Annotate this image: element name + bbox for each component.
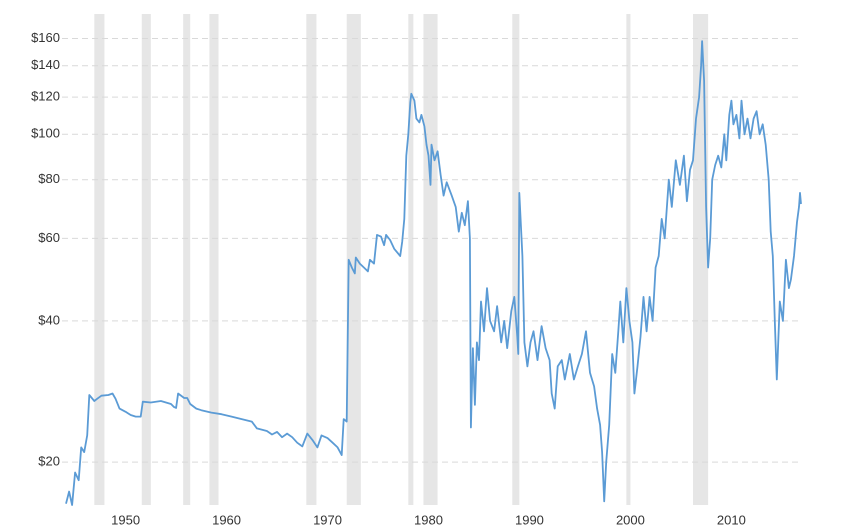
recession-band <box>209 14 219 505</box>
y-tick-label: $80 <box>38 171 60 186</box>
recession-band <box>423 14 438 505</box>
price-line <box>65 40 802 506</box>
x-tick-label: 1950 <box>111 512 140 527</box>
y-tick-label: $160 <box>31 30 60 45</box>
y-tick-label: $20 <box>38 454 60 469</box>
x-tick-label: 2000 <box>616 512 645 527</box>
recession-band <box>94 14 105 505</box>
x-tick-label: 1970 <box>313 512 342 527</box>
y-tick-label: $60 <box>38 230 60 245</box>
x-tick-label: 1960 <box>212 512 241 527</box>
recession-band <box>408 14 414 505</box>
recession-band <box>626 14 631 505</box>
recession-band <box>306 14 317 505</box>
recession-band <box>183 14 191 505</box>
y-tick-label: $40 <box>38 312 60 327</box>
recession-band <box>512 14 520 505</box>
recession-band <box>346 14 361 505</box>
x-tick-label: 1980 <box>414 512 443 527</box>
recession-band <box>141 14 151 505</box>
y-tick-label: $120 <box>31 89 60 104</box>
x-tick-label: 2010 <box>717 512 746 527</box>
y-tick-label: $140 <box>31 57 60 72</box>
x-tick-label: 1990 <box>515 512 544 527</box>
y-tick-label: $100 <box>31 126 60 141</box>
